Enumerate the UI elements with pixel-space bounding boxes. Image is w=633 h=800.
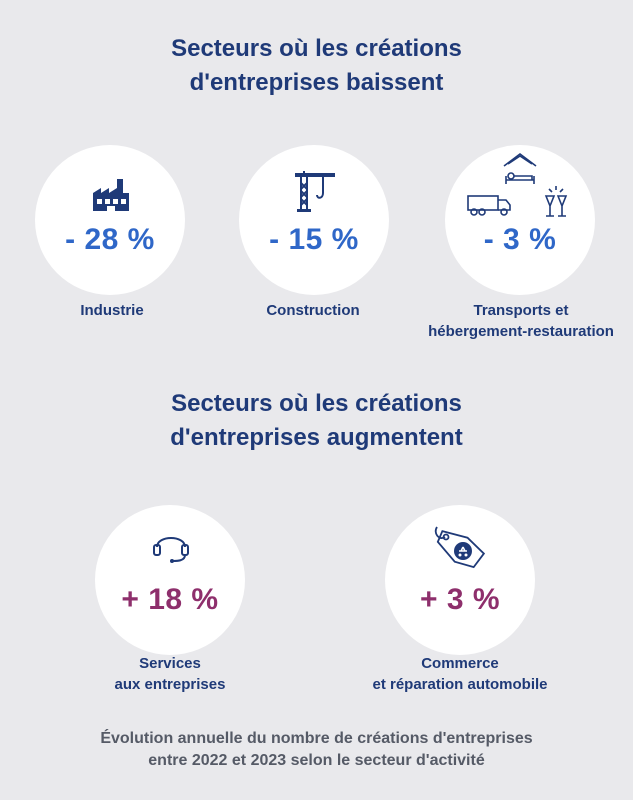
commerce-label-line1: Commerce: [421, 655, 499, 672]
transports-value: - 3 %: [483, 223, 557, 256]
crane-icon: [295, 171, 335, 212]
commerce-label: Commerce et réparation automobile: [340, 653, 580, 695]
commerce-value: + 3 %: [419, 583, 501, 616]
construction-label: Construction: [193, 300, 433, 321]
services-label-line2: aux entreprises: [114, 676, 226, 693]
services-label: Services aux entreprises: [50, 653, 290, 695]
section-down-title: Secteurs où les créations d'entreprises …: [0, 32, 633, 100]
services-label-line1: Services: [139, 655, 201, 672]
transports-label-line1: Transports et: [473, 302, 569, 319]
section-up-title: Secteurs où les créations d'entreprises …: [0, 387, 633, 455]
industrie-value: - 28 %: [65, 223, 155, 256]
transports-card: - 3 %: [445, 145, 595, 295]
construction-value: - 15 %: [269, 223, 359, 256]
commerce-label-line2: et réparation automobile: [372, 676, 548, 693]
services-card: + 18 %: [95, 505, 245, 655]
commerce-card: + 3 %: [385, 505, 535, 655]
caption-line2: entre 2022 et 2023 selon le secteur d'ac…: [148, 752, 485, 769]
industrie-label: Industrie: [0, 300, 232, 321]
caption: Évolution annuelle du nombre de création…: [0, 728, 633, 772]
transports-label: Transports et hébergement-restauration: [401, 300, 633, 342]
construction-label-line1: Construction: [266, 302, 360, 319]
transports-label-line2: hébergement-restauration: [428, 323, 614, 340]
industrie-card: - 28 %: [35, 145, 185, 295]
section-up-title-line2: d'entreprises augmentent: [170, 424, 463, 451]
section-down-title-line2: d'entreprises baissent: [189, 69, 444, 96]
industrie-label-line1: Industrie: [80, 302, 144, 319]
services-value: + 18 %: [121, 583, 219, 616]
price-tag-icon: [434, 526, 486, 569]
section-up-title-line1: Secteurs où les créations: [171, 390, 462, 417]
transport-hospitality-icon: [467, 153, 568, 217]
section-down-title-line1: Secteurs où les créations: [171, 35, 462, 62]
factory-icon: [93, 179, 129, 211]
caption-line1: Évolution annuelle du nombre de création…: [100, 730, 533, 747]
headset-icon: [153, 537, 189, 563]
construction-card: - 15 %: [239, 145, 389, 295]
